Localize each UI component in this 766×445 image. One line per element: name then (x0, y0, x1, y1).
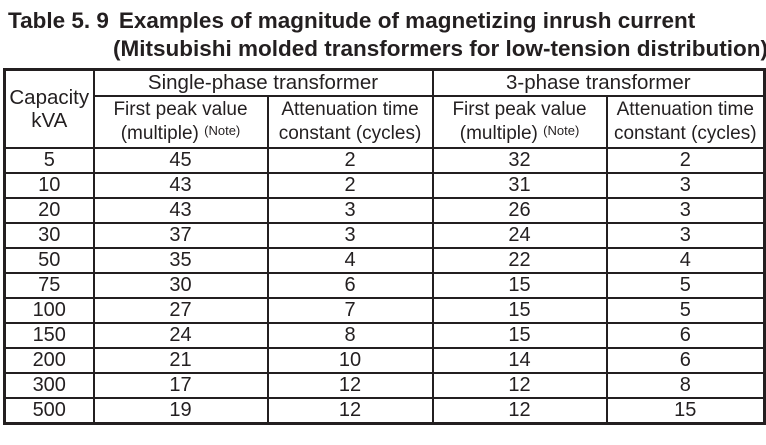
table-row: 10 43 2 31 3 (3, 172, 766, 199)
capacity-cell: 75 (3, 272, 95, 299)
sp-peak-cell: 43 (92, 197, 269, 224)
capacity-cell: 200 (3, 347, 95, 374)
tp-attenuation-cell: 2 (605, 147, 766, 174)
table-title: Table 5. 9 Examples of magnitude of magne… (0, 0, 766, 63)
sp-peak-cell: 19 (92, 397, 269, 425)
tp-attenuation-cell: 3 (605, 197, 766, 224)
sp-attenuation-cell: 12 (266, 397, 434, 425)
header-row-subcolumns: First peak value (multiple) (Note) Atten… (5, 95, 766, 149)
sp-first-peak-header: First peak value (multiple) (Note) (92, 95, 269, 149)
tp-peak-cell: 26 (431, 197, 608, 224)
tp-peak-cell: 12 (431, 372, 608, 399)
sp-attenuation-cell: 3 (266, 197, 434, 224)
sp-peak-cell: 27 (92, 297, 269, 324)
single-phase-group-header: Single-phase transformer (92, 68, 434, 97)
tp-attenuation-cell: 8 (605, 372, 766, 399)
tp-peak-cell: 24 (431, 222, 608, 249)
tp-peak-cell: 14 (431, 347, 608, 374)
tp-attenuation-cell: 3 (605, 222, 766, 249)
table-row: 200 21 10 14 6 (3, 347, 766, 374)
sp-peak-cell: 21 (92, 347, 269, 374)
table-row: 75 30 6 15 5 (3, 272, 766, 299)
table-row: 5 45 2 32 2 (3, 147, 766, 174)
sp-attenuation-cell: 2 (266, 147, 434, 174)
capacity-cell: 50 (3, 247, 95, 274)
table-title-text: Examples of magnitude of magnetizing inr… (118, 8, 696, 33)
capacity-cell: 150 (3, 322, 95, 349)
table-title-line1: Table 5. 9 Examples of magnitude of magne… (8, 7, 766, 35)
tp-attenuation-cell: 4 (605, 247, 766, 274)
table-row: 100 27 7 15 5 (3, 297, 766, 324)
capacity-column-header: Capacity kVA (3, 68, 95, 149)
header-row-groups: Capacity kVA Single-phase transformer 3-… (3, 68, 766, 149)
capacity-cell: 5 (3, 147, 95, 174)
table-row: 300 17 12 12 8 (3, 372, 766, 399)
table-subtitle: (Mitsubishi molded transformers for low-… (113, 36, 766, 61)
capacity-header-line2: kVA (31, 109, 68, 132)
sp-peak-cell: 43 (92, 172, 269, 199)
sp-attenuation-cell: 7 (266, 297, 434, 324)
capacity-cell: 500 (3, 397, 95, 425)
capacity-cell: 20 (3, 197, 95, 224)
tp-attenuation-cell: 5 (605, 297, 766, 324)
capacity-header-line1: Capacity (9, 86, 90, 109)
tp-peak-cell: 12 (431, 397, 608, 425)
tp-peak-cell: 22 (431, 247, 608, 274)
capacity-cell: 100 (3, 297, 95, 324)
sp-attenuation-cell: 8 (266, 322, 434, 349)
sp-attenuation-cell: 12 (266, 372, 434, 399)
sp-attenuation-cell: 2 (266, 172, 434, 199)
tp-peak-cell: 31 (431, 172, 608, 199)
note-superscript: (Note) (543, 122, 580, 138)
table-row: 50 35 4 22 4 (3, 247, 766, 274)
tp-peak-cell: 15 (431, 322, 608, 349)
inrush-current-table: Capacity kVA Single-phase transformer 3-… (3, 68, 766, 425)
sp-peak-cell: 35 (92, 247, 269, 274)
tp-attenuation-cell: 5 (605, 272, 766, 299)
tp-attenuation-cell: 3 (605, 172, 766, 199)
capacity-cell: 300 (3, 372, 95, 399)
capacity-cell: 30 (3, 222, 95, 249)
sp-peak-cell: 17 (92, 372, 269, 399)
sp-attenuation-header: Attenuation time constant (cycles) (266, 95, 434, 149)
sp-peak-cell: 24 (92, 322, 269, 349)
tp-attenuation-cell: 6 (605, 322, 766, 349)
tp-peak-cell: 15 (431, 297, 608, 324)
table-row: 20 43 3 26 3 (3, 197, 766, 224)
tp-attenuation-header: Attenuation time constant (cycles) (605, 95, 766, 149)
sp-attenuation-cell: 3 (266, 222, 434, 249)
sp-peak-cell: 30 (92, 272, 269, 299)
sp-attenuation-cell: 6 (266, 272, 434, 299)
table-row: 30 37 3 24 3 (3, 222, 766, 249)
note-superscript: (Note) (204, 122, 241, 138)
table-number-label: Table 5. 9 (8, 8, 109, 33)
tp-peak-cell: 15 (431, 272, 608, 299)
three-phase-group-header: 3-phase transformer (431, 68, 766, 97)
sp-attenuation-cell: 4 (266, 247, 434, 274)
sp-peak-cell: 45 (92, 147, 269, 174)
tp-attenuation-cell: 6 (605, 347, 766, 374)
tp-first-peak-header: First peak value (multiple) (Note) (431, 95, 608, 149)
tp-attenuation-cell: 15 (605, 397, 766, 425)
capacity-cell: 10 (3, 172, 95, 199)
sp-peak-cell: 37 (92, 222, 269, 249)
table-row: 150 24 8 15 6 (3, 322, 766, 349)
tp-peak-cell: 32 (431, 147, 608, 174)
table-row: 500 19 12 12 15 (3, 397, 766, 425)
sp-attenuation-cell: 10 (266, 347, 434, 374)
